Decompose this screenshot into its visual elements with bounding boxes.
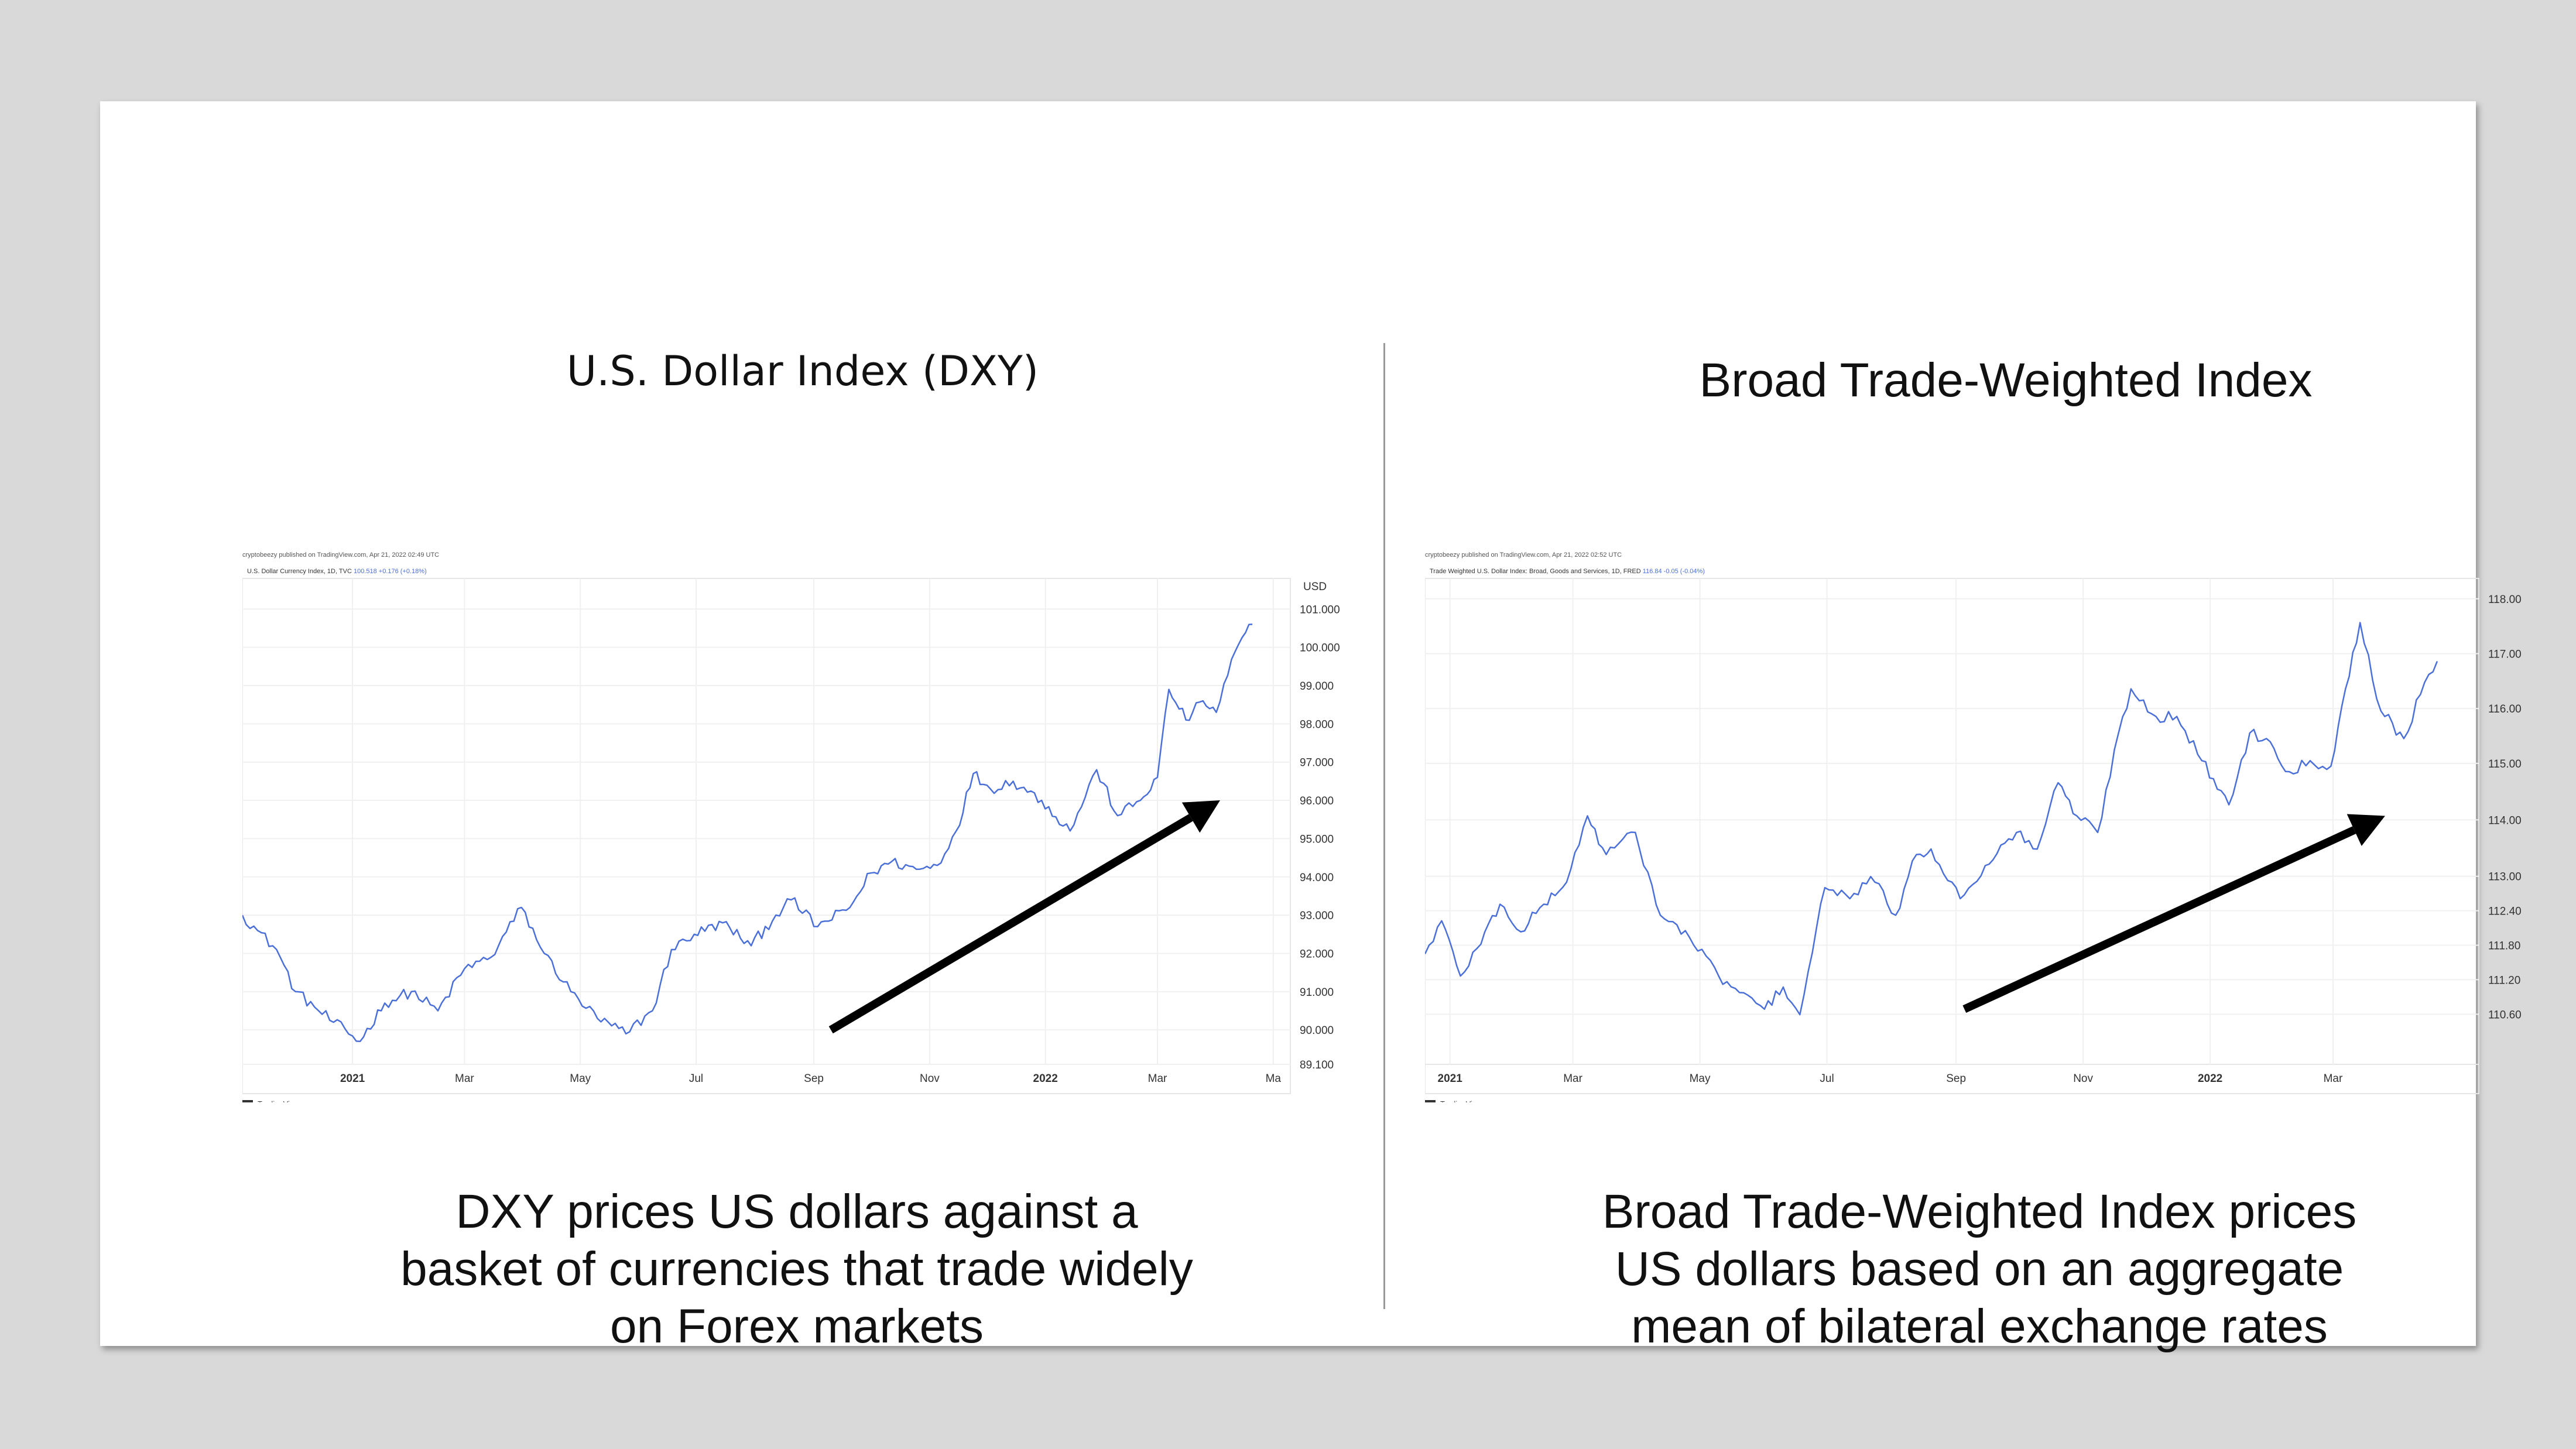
broad-trend-arrow-head [2347,814,2385,847]
dxy-legend-text: U.S. Dollar Currency Index, 1D, TVC 100.… [247,568,427,575]
dxy-watermark-text: TradingView [258,1099,300,1102]
broad-index-chart: cryptobeezy published on TradingView.com… [1425,546,2537,1102]
dxy-y-tick-label: 94.000 [1300,872,1334,884]
dxy-x-tick-label: Ma [1266,1073,1282,1085]
dxy-chart-svg: cryptobeezy published on TradingView.com… [242,551,1340,1102]
broad-trend-arrow-shaft [1962,826,2356,1013]
broad-publisher-text: cryptobeezy published on TradingView.com… [1425,551,1622,559]
broad-x-tick-label: 2021 [1438,1073,1463,1085]
dxy-frame [242,578,1291,1094]
dxy-series-line [242,624,1253,1043]
broad-x-tick-label: Sep [1946,1073,1966,1085]
divider [1383,343,1385,1309]
broad-y-tick-label: 114.00 [2488,814,2522,827]
dxy-trend-arrow-head [1181,800,1221,833]
broad-x-tick-label: 2022 [2198,1073,2222,1085]
broad-legend-text: Trade Weighted U.S. Dollar Index: Broad,… [1430,568,1705,575]
broad-y-tick-label: 115.00 [2488,758,2522,770]
dxy-trend-arrow-shaft [828,814,1193,1034]
broad-y-tick-label: 111.20 [2488,974,2520,986]
dxy-y-tick-label: 100.000 [1300,642,1340,655]
dxy-currency-label: USD [1303,581,1327,593]
dxy-y-tick-label: 97.000 [1300,757,1334,769]
dxy-tradingview-logo-icon [242,1100,253,1102]
broad-y-tick-label: 112.40 [2488,906,2522,918]
broad-y-tick-label: 111.80 [2488,940,2520,953]
dxy-y-tick-label: 90.000 [1300,1025,1334,1037]
broad-y-tick-label: 116.00 [2488,703,2522,715]
dxy-y-tick-label: 89.100 [1300,1059,1334,1071]
dxy-x-tick-label: 2022 [1033,1073,1058,1085]
dxy-legend-name: U.S. Dollar Currency Index, 1D, TVC [247,568,354,575]
dxy-y-tick-label: 95.000 [1300,833,1334,845]
dxy-y-tick-label: 91.000 [1300,986,1334,999]
broad-x-tick-label: Mar [1563,1073,1582,1085]
broad-index-chart-svg: cryptobeezy published on TradingView.com… [1425,551,2522,1102]
left-title: U.S. Dollar Index (DXY) [566,347,1039,395]
broad-x-tick-label: May [1690,1073,1711,1085]
dxy-x-tick-label: Sep [804,1073,824,1085]
right-caption: Broad Trade-Weighted Index prices US dol… [1602,1185,2357,1353]
dxy-legend-value: 100.518 +0.176 (+0.18%) [354,568,427,575]
dxy-y-tick-label: 99.000 [1300,680,1334,693]
broad-x-tick-label: Mar [2324,1073,2343,1085]
broad-legend-value: 116.84 -0.05 (-0.04%) [1643,568,1705,575]
dxy-x-tick-label: May [570,1073,591,1085]
broad-x-tick-label: Nov [2073,1073,2093,1085]
dxy-x-tick-label: Mar [1148,1073,1167,1085]
broad-x-tick-label: Jul [1820,1073,1834,1085]
broad-y-tick-label: 110.60 [2488,1009,2522,1021]
dxy-publisher-text: cryptobeezy published on TradingView.com… [242,551,439,559]
dxy-y-tick-label: 98.000 [1300,718,1334,731]
dxy-y-tick-label: 101.000 [1300,604,1340,616]
broad-y-tick-label: 118.00 [2488,594,2522,606]
broad-y-tick-label: 113.00 [2488,871,2522,883]
dxy-x-tick-label: Jul [689,1073,703,1085]
dxy-x-tick-label: 2021 [340,1073,365,1085]
broad-frame [1425,578,2479,1094]
dxy-chart: cryptobeezy published on TradingView.com… [242,546,1355,1102]
broad-legend-name: Trade Weighted U.S. Dollar Index: Broad,… [1430,568,1643,575]
dxy-y-tick-label: 96.000 [1300,795,1334,807]
broad-series-line [1425,622,2438,1016]
dxy-y-tick-label: 92.000 [1300,948,1334,960]
broad-watermark-text: TradingView [1440,1099,1482,1102]
dxy-x-tick-label: Nov [920,1073,940,1085]
dxy-y-tick-label: 93.000 [1300,910,1334,922]
dxy-x-tick-label: Mar [455,1073,474,1085]
slide: U.S. Dollar Index (DXY) Broad Trade-Weig… [100,101,2522,1353]
right-title: Broad Trade-Weighted Index [1699,354,2313,407]
broad-tradingview-logo-icon [1425,1100,1436,1102]
broad-y-tick-label: 117.00 [2488,649,2522,661]
left-caption: DXY prices US dollars against a basket o… [400,1185,1193,1353]
